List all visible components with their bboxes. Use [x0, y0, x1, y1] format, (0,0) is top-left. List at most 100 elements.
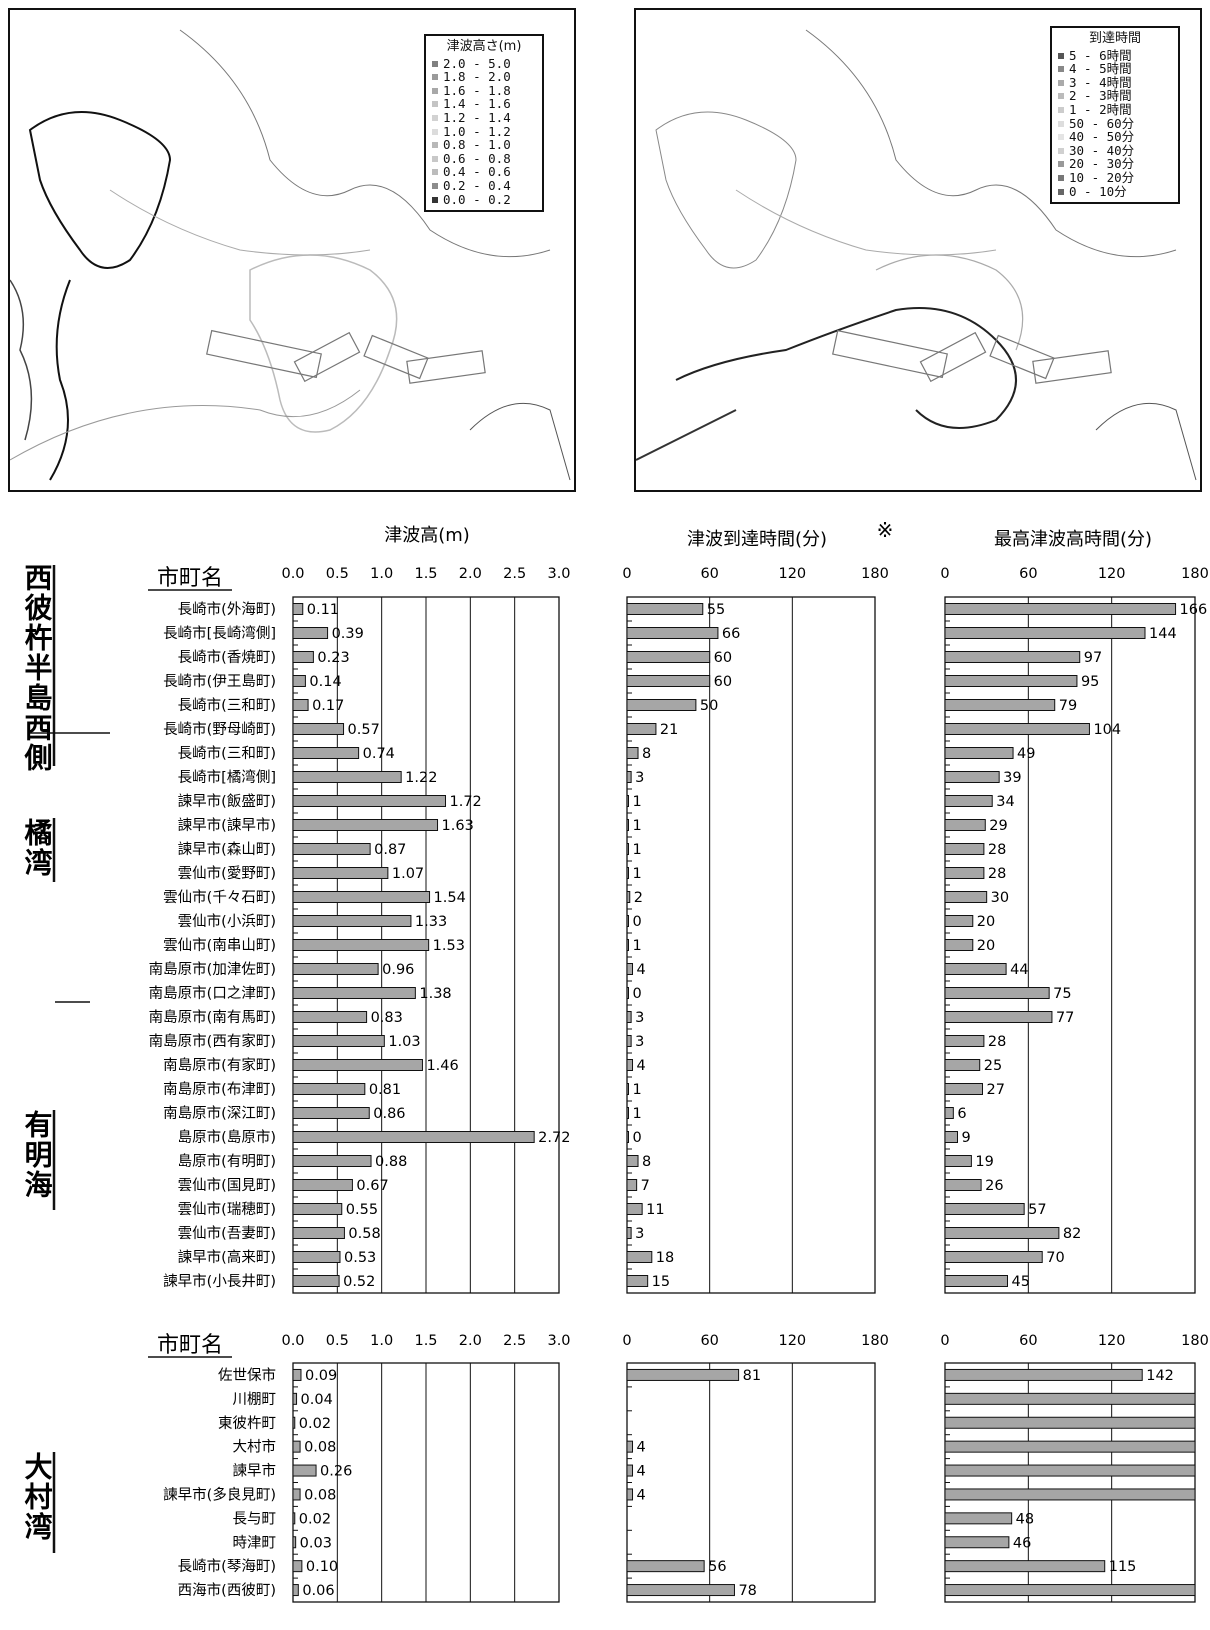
category-label: 長崎市(三和町) — [178, 697, 276, 714]
bar — [626, 651, 711, 663]
tick-label: 2.5 — [503, 1333, 526, 1349]
data-label: 142 — [1146, 1368, 1174, 1384]
data-label: 60 — [714, 650, 732, 666]
category-label: 雲仙市(瑞穂町) — [178, 1201, 276, 1218]
data-label: 50 — [700, 698, 718, 714]
category-label: 長崎市(伊王島町) — [163, 673, 276, 690]
legend-height-items: 2.0 - 5.0 1.8 - 2.0 1.6 - 1.8 1.4 - 1.6 1.2 … — [432, 56, 536, 207]
data-label: 104 — [1093, 722, 1121, 738]
bar — [292, 627, 329, 639]
bar — [626, 1035, 632, 1047]
legend-swatch — [1058, 174, 1064, 181]
bar — [626, 1584, 735, 1597]
bar — [944, 699, 1056, 711]
map-coastline-height — [10, 29, 571, 481]
legend-swatch — [1058, 188, 1064, 195]
bar — [292, 1536, 297, 1549]
data-label: 0.14 — [309, 674, 341, 690]
bar — [626, 1083, 629, 1095]
data-label: 0 — [633, 1130, 642, 1146]
bar — [944, 627, 1146, 639]
category-label: 長崎市(香焼町) — [178, 649, 276, 666]
bar — [944, 1368, 1143, 1381]
bar — [944, 1155, 972, 1167]
data-label: 144 — [1149, 626, 1177, 642]
data-label: 1 — [633, 866, 642, 882]
category-label: 雲仙市(千々石町) — [163, 889, 276, 906]
legend-swatch — [1058, 134, 1064, 141]
bar — [292, 1011, 368, 1023]
bar — [944, 1107, 954, 1119]
legend-label: 40 - 50分 — [1069, 129, 1135, 145]
group-label-tachibana: 橘湾 — [21, 818, 54, 878]
bar — [944, 771, 1000, 783]
tick-label: 3.0 — [547, 566, 570, 582]
category-label: 南島原市(加津佐町) — [149, 961, 276, 978]
bar — [944, 891, 988, 903]
bar — [292, 1464, 317, 1477]
tick-label: 1.5 — [414, 566, 437, 582]
data-label: 0.06 — [302, 1583, 334, 1599]
legend-row: 0.4 - 0.6 — [432, 165, 536, 179]
bar — [626, 1011, 632, 1023]
legend-label: 4 - 5時間 — [1069, 61, 1132, 77]
category-label: 雲仙市(国見町) — [178, 1177, 276, 1194]
category-label: 東彼杵町 — [218, 1415, 276, 1432]
bar — [626, 987, 629, 999]
data-label: 82 — [1063, 1226, 1081, 1242]
bar — [944, 1083, 983, 1095]
legend-label: 0.8 - 1.0 — [443, 137, 511, 153]
bar — [292, 1368, 302, 1381]
data-label: 0.83 — [371, 1010, 403, 1026]
data-label: 4 — [637, 1464, 646, 1480]
bar — [944, 1227, 1060, 1239]
data-label: 45 — [1012, 1274, 1030, 1290]
data-label: 1.72 — [450, 794, 482, 810]
legend-label: 0 - 10分 — [1069, 183, 1127, 199]
legend-arrival: 到達時間 5 - 6時間 4 - 5時間 3 - 4時間 2 - 3時間 1 - 2時間… — [1050, 26, 1180, 205]
legend-row: 1 - 2時間 — [1058, 103, 1172, 117]
data-label: 60 — [714, 674, 732, 690]
legend-label: 10 - 20分 — [1069, 169, 1135, 185]
data-label: 1.03 — [388, 1034, 420, 1050]
data-label: 0.58 — [348, 1226, 380, 1242]
data-label: 30 — [991, 890, 1009, 906]
legend-label: 1.4 - 1.6 — [443, 96, 511, 112]
tick-label: 60 — [700, 1333, 718, 1349]
category-label: 西海市(西彼町) — [178, 1582, 276, 1599]
bar — [292, 1179, 353, 1191]
bar — [626, 843, 629, 855]
data-label: 0.96 — [382, 962, 414, 978]
data-label: 0.39 — [332, 626, 364, 642]
category-label: 佐世保市 — [218, 1367, 276, 1384]
bar — [292, 987, 416, 999]
data-label: 0.55 — [346, 1202, 378, 1218]
category-label: 諫早市(小長井町) — [163, 1273, 276, 1290]
bar — [626, 1251, 653, 1263]
category-label: 大村市 — [233, 1439, 277, 1456]
bar — [944, 795, 993, 807]
data-label: 0.26 — [320, 1464, 352, 1480]
bar — [292, 1107, 370, 1119]
data-label: 4 — [637, 1058, 646, 1074]
bar — [626, 1155, 639, 1167]
bar — [626, 1107, 629, 1119]
legend-label: 2 - 3時間 — [1069, 88, 1132, 104]
bar — [626, 1179, 638, 1191]
data-label: 1.54 — [434, 890, 466, 906]
category-label: 諫早市(高来町) — [178, 1249, 276, 1266]
tick-label: 1.5 — [414, 1333, 437, 1349]
tick-label: 0.0 — [281, 1333, 304, 1349]
bar — [292, 795, 447, 807]
data-label: 0.04 — [301, 1392, 333, 1408]
tick-label: 2.0 — [459, 566, 482, 582]
tick-label: 120 — [778, 1333, 806, 1349]
bar — [626, 891, 631, 903]
category-label: 長崎市[橘湾側] — [178, 769, 276, 786]
bar — [944, 1251, 1043, 1263]
bar — [626, 867, 629, 879]
legend-label: 0.2 - 0.4 — [443, 177, 511, 193]
tick-label: 3.0 — [547, 1333, 570, 1349]
bar — [292, 891, 431, 903]
legend-swatch — [432, 128, 438, 135]
